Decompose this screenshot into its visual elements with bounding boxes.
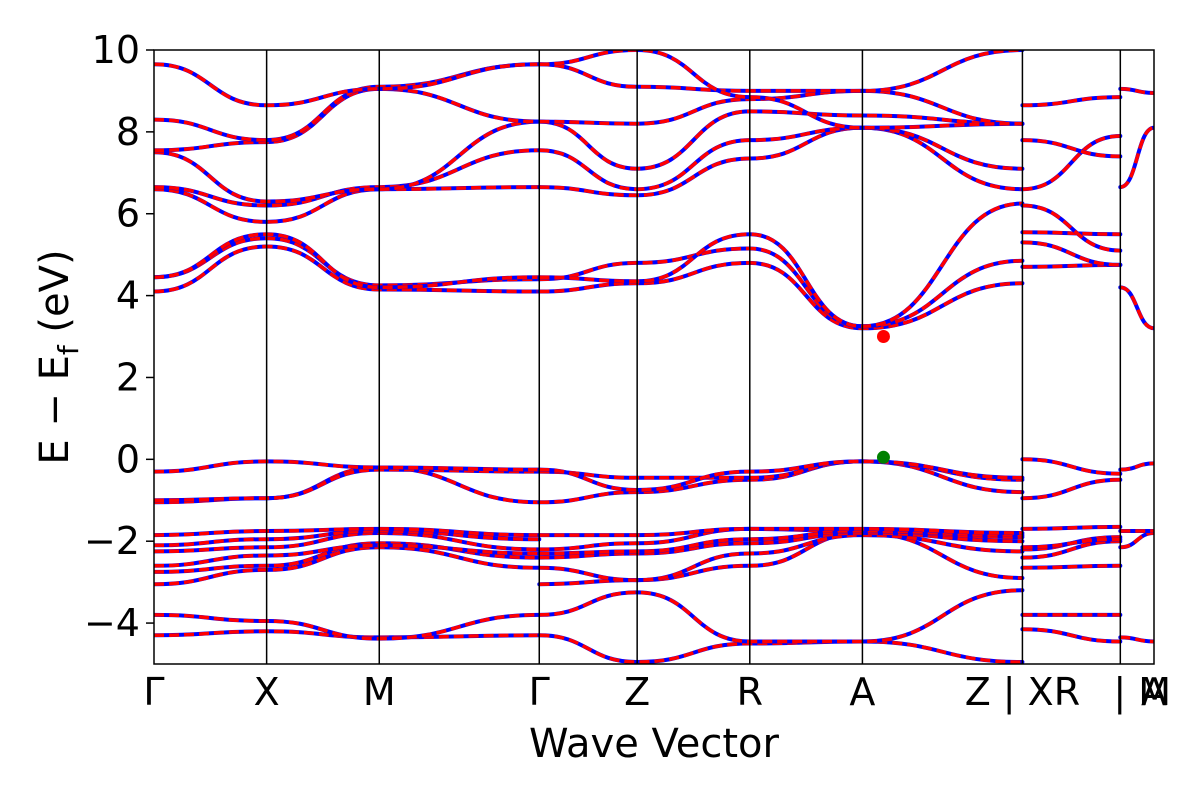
band-line-primary-0-1	[154, 613, 540, 641]
x-tick-label-5: R	[737, 670, 763, 714]
band-line-primary-0-9	[154, 467, 540, 503]
band-line-secondary-1-15	[537, 125, 1025, 192]
band-line-primary-1-18	[539, 50, 1023, 93]
y-ticks: 10 8 6 4 2 0 −2 −4	[84, 28, 154, 645]
y-axis-title-main: E − E	[32, 355, 78, 465]
y-axis-title-unit: (eV)	[32, 249, 78, 345]
band-line-secondary-0-6	[154, 528, 542, 548]
plot-frame	[153, 49, 1155, 665]
y-tick-label-5: 0	[116, 437, 140, 481]
band-line-primary-2-7	[1022, 478, 1121, 500]
band-line-primary-0-10	[154, 459, 540, 474]
cbm-marker	[876, 330, 890, 344]
kpoint-lines	[265, 50, 1122, 664]
band-line-primary-0-2	[154, 545, 540, 586]
y-tick-label-1: 8	[116, 110, 140, 154]
band-line-primary-2-0	[1022, 627, 1121, 644]
band-line-primary-0-14	[154, 185, 540, 224]
band-line-primary-2-12	[1022, 203, 1121, 253]
y-tick-label-3: 4	[116, 274, 140, 318]
band-line-primary-1-16	[539, 109, 1023, 171]
band-line-primary-2-3	[1022, 539, 1121, 560]
band-line-primary-0-4	[154, 543, 540, 568]
band-line-primary-2-2	[1022, 564, 1121, 570]
band-line-primary-3-3	[1120, 461, 1154, 472]
band-line-primary-1-11	[539, 261, 1023, 331]
band-line-secondary-0-0	[154, 629, 542, 640]
band-line-primary-2-8	[1022, 457, 1121, 476]
band-line-primary-3-4	[1119, 285, 1154, 331]
x-axis-title: Wave Vector	[529, 721, 780, 767]
x-tick-label-8: | M	[1113, 670, 1171, 715]
band-line-secondary-1-8	[537, 459, 1025, 505]
y-axis-title-sub: f	[52, 344, 85, 355]
band-line-primary-3-0	[1120, 635, 1154, 644]
band-line-primary-1-14	[539, 126, 1023, 198]
band-line-primary-2-13	[1022, 134, 1121, 191]
y-axis-title: E − Ef (eV)	[32, 249, 85, 464]
band-line-secondary-1-1	[537, 588, 1025, 644]
y-tick-label-0: 10	[92, 28, 140, 72]
band-line-primary-1-8	[539, 459, 1023, 505]
x-tick-label-4: Z	[624, 670, 650, 714]
band-line-primary-1-0	[539, 633, 1023, 664]
band-line-primary-2-10	[1022, 240, 1121, 267]
y-tick-label-6: −2	[84, 519, 140, 563]
x-tick-label-0: Γ	[143, 670, 164, 714]
band-line-primary-0-19	[154, 62, 540, 108]
band-line-primary-1-12	[539, 246, 1023, 329]
x-tick-label-9: A	[1141, 670, 1167, 714]
y-tick-label-2: 6	[116, 192, 140, 236]
band-line-primary-2-6	[1022, 525, 1121, 531]
band-line-primary-0-16	[154, 119, 540, 204]
band-line-primary-0-13	[154, 232, 540, 290]
vbm-marker	[876, 450, 890, 464]
bands-layer	[154, 50, 1154, 664]
band-line-primary-1-13	[539, 201, 1023, 329]
band-line-primary-1-1	[539, 588, 1023, 644]
y-tick-label-4: 2	[116, 355, 140, 399]
band-line-secondary-0-18	[154, 62, 542, 143]
x-tick-label-7: Z | XR	[965, 670, 1080, 715]
band-line-primary-3-1	[1120, 531, 1154, 550]
band-line-primary-2-14	[1022, 138, 1121, 159]
x-tick-label-1: X	[254, 670, 280, 714]
band-line-primary-1-10	[539, 459, 1023, 492]
band-line-primary-3-5	[1119, 126, 1154, 189]
band-line-primary-1-3	[539, 533, 1023, 582]
band-line-primary-2-11	[1022, 230, 1121, 236]
band-line-secondary-0-17	[154, 86, 542, 153]
band-line-primary-2-5	[1022, 537, 1121, 550]
band-line-primary-3-6	[1120, 87, 1154, 95]
x-tick-label-3: Γ	[529, 670, 550, 714]
band-line-primary-1-7	[539, 527, 1023, 537]
extrema-markers	[876, 330, 890, 464]
band-line-secondary-3-4	[1118, 285, 1154, 331]
x-tick-label-2: M	[363, 670, 396, 714]
band-line-secondary-0-7	[154, 526, 542, 538]
y-tick-label-7: −4	[84, 601, 140, 645]
x-tick-label-6: A	[849, 670, 875, 714]
band-line-primary-0-11	[154, 244, 540, 294]
band-line-primary-0-5	[154, 531, 540, 554]
band-line-primary-0-17	[154, 87, 540, 153]
band-line-primary-0-18	[154, 62, 540, 142]
band-line-primary-2-15	[1022, 95, 1121, 108]
band-line-primary-1-2	[539, 531, 1023, 586]
band-line-secondary-2-13	[1020, 134, 1123, 192]
